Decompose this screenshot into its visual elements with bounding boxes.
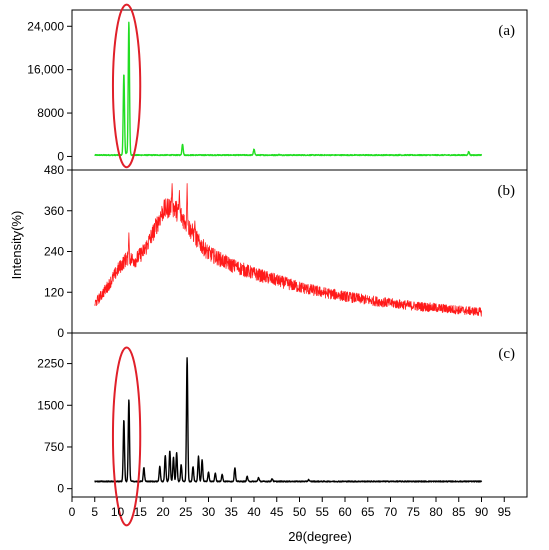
x-tick-label: 10 <box>111 505 125 519</box>
y-tick-label: 120 <box>44 285 64 299</box>
y-tick-label: 24,000 <box>27 19 64 33</box>
x-tick-label: 15 <box>134 505 148 519</box>
panel-label: (c) <box>498 346 515 362</box>
y-tick-label: 1500 <box>37 398 64 412</box>
x-tick-label: 40 <box>247 505 261 519</box>
highlight-ellipse <box>111 3 142 169</box>
y-tick-label: 0 <box>57 149 64 163</box>
y-tick-label: 8000 <box>37 106 64 120</box>
x-tick-label: 80 <box>429 505 443 519</box>
panel-label: (a) <box>498 23 515 39</box>
x-tick-label: 25 <box>179 505 193 519</box>
x-tick-label: 55 <box>316 505 330 519</box>
x-tick-label: 75 <box>407 505 421 519</box>
y-tick-label: 0 <box>57 326 64 340</box>
x-tick-label: 60 <box>338 505 352 519</box>
x-tick-label: 35 <box>225 505 239 519</box>
x-tick-label: 20 <box>156 505 170 519</box>
x-tick-label: 45 <box>270 505 284 519</box>
y-axis-title: Intensity(%) <box>9 211 24 280</box>
series-line-a <box>94 21 483 157</box>
x-tick-label: 70 <box>384 505 398 519</box>
x-axis-title: 2θ(degree) <box>288 529 352 544</box>
x-tick-label: 30 <box>202 505 216 519</box>
x-tick-label: 90 <box>475 505 489 519</box>
x-tick-label: 5 <box>91 505 98 519</box>
y-tick-label: 480 <box>44 163 64 177</box>
y-tick-label: 240 <box>44 245 64 259</box>
x-tick-label: 0 <box>69 505 76 519</box>
y-tick-label: 0 <box>57 482 64 496</box>
x-tick-label: 85 <box>452 505 466 519</box>
y-tick-label: 360 <box>44 204 64 218</box>
y-tick-label: 16,000 <box>27 63 64 77</box>
x-tick-label: 50 <box>293 505 307 519</box>
y-tick-label: 750 <box>44 440 64 454</box>
x-tick-label: 95 <box>498 505 512 519</box>
series-line-b <box>94 183 482 317</box>
series-line-c <box>94 357 483 483</box>
highlight-ellipse <box>111 346 142 527</box>
x-tick-label: 65 <box>361 505 375 519</box>
y-tick-label: 2250 <box>37 357 64 371</box>
panel-label: (b) <box>498 183 516 199</box>
